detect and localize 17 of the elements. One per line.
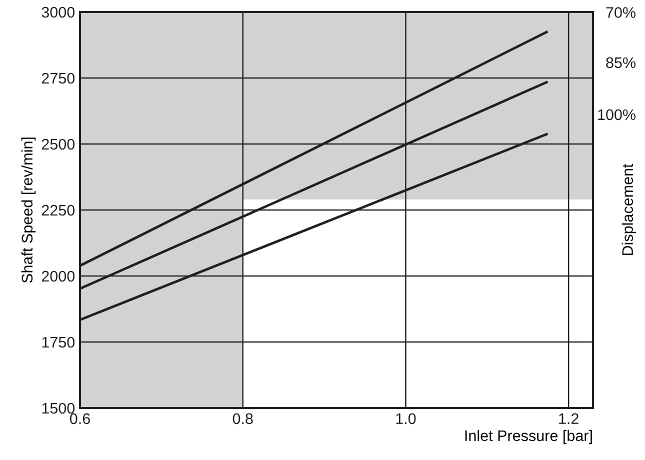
- text: 100%: [598, 109, 636, 120]
- y-tick-label: 2500: [42, 138, 75, 150]
- y-tick-label: 1500: [42, 402, 75, 414]
- y-tick-label: 1750: [42, 336, 75, 348]
- y-tick-label: 2250: [42, 204, 75, 216]
- y-tick-label: 2750: [42, 72, 75, 84]
- x-tick-label: 0.6: [70, 413, 90, 424]
- x-axis-title: Inlet Pressure [bar]: [465, 430, 592, 444]
- text: 70%: [606, 7, 636, 18]
- x-tick-label: 1.2: [559, 413, 578, 424]
- y-tick-label: 2000: [42, 270, 75, 282]
- y2-axis-title: Displacement: [622, 164, 636, 256]
- x-tick-label: 1.0: [396, 413, 416, 424]
- x-tick-label: 0.8: [232, 413, 253, 424]
- y-axis-title: Shaft Speed [rev/min]: [21, 138, 36, 283]
- y-tick-label: 3000: [42, 6, 75, 18]
- text: 85%: [606, 57, 636, 68]
